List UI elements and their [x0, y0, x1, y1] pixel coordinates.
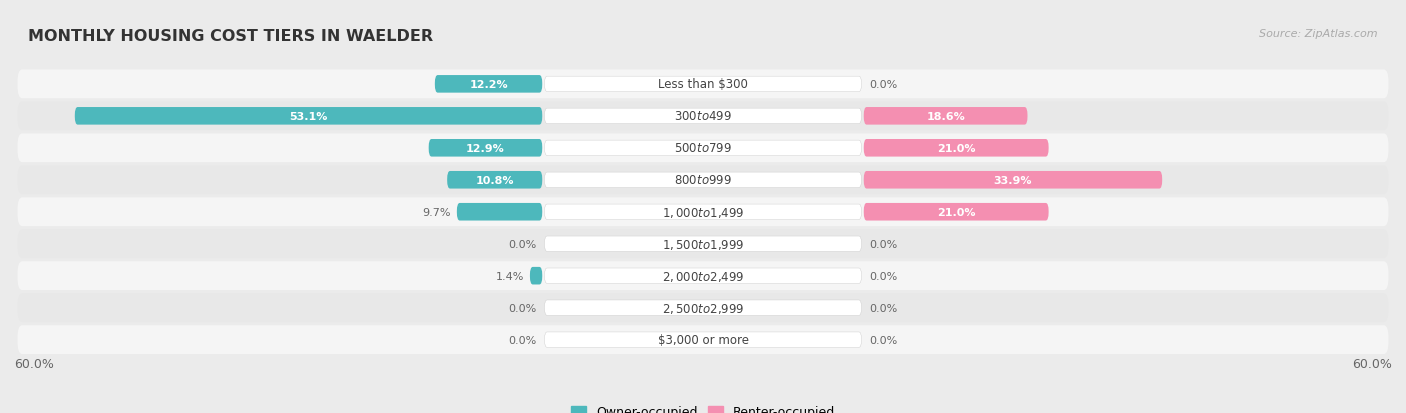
- FancyBboxPatch shape: [17, 166, 1389, 195]
- Text: Source: ZipAtlas.com: Source: ZipAtlas.com: [1260, 29, 1378, 39]
- Text: $1,500 to $1,999: $1,500 to $1,999: [662, 237, 744, 251]
- FancyBboxPatch shape: [17, 134, 1389, 163]
- FancyBboxPatch shape: [863, 108, 1028, 125]
- Text: $300 to $499: $300 to $499: [673, 110, 733, 123]
- Text: 10.8%: 10.8%: [475, 176, 515, 185]
- FancyBboxPatch shape: [17, 70, 1389, 99]
- Legend: Owner-occupied, Renter-occupied: Owner-occupied, Renter-occupied: [567, 401, 839, 413]
- Text: 60.0%: 60.0%: [14, 357, 53, 370]
- FancyBboxPatch shape: [544, 300, 862, 316]
- Text: $2,000 to $2,499: $2,000 to $2,499: [662, 269, 744, 283]
- FancyBboxPatch shape: [429, 140, 543, 157]
- FancyBboxPatch shape: [544, 268, 862, 284]
- Text: 0.0%: 0.0%: [869, 80, 898, 90]
- Text: $500 to $799: $500 to $799: [673, 142, 733, 155]
- FancyBboxPatch shape: [544, 204, 862, 220]
- FancyBboxPatch shape: [17, 102, 1389, 131]
- Text: 18.6%: 18.6%: [927, 112, 965, 121]
- FancyBboxPatch shape: [17, 294, 1389, 322]
- Text: $3,000 or more: $3,000 or more: [658, 333, 748, 346]
- Text: 0.0%: 0.0%: [508, 239, 537, 249]
- FancyBboxPatch shape: [863, 140, 1049, 157]
- Text: $2,500 to $2,999: $2,500 to $2,999: [662, 301, 744, 315]
- Text: 0.0%: 0.0%: [869, 303, 898, 313]
- Text: 9.7%: 9.7%: [423, 207, 451, 217]
- FancyBboxPatch shape: [530, 267, 543, 285]
- Text: 0.0%: 0.0%: [869, 335, 898, 345]
- Text: 33.9%: 33.9%: [994, 176, 1032, 185]
- FancyBboxPatch shape: [17, 198, 1389, 227]
- Text: 0.0%: 0.0%: [508, 335, 537, 345]
- FancyBboxPatch shape: [17, 262, 1389, 290]
- Text: 53.1%: 53.1%: [290, 112, 328, 121]
- FancyBboxPatch shape: [544, 332, 862, 347]
- FancyBboxPatch shape: [544, 237, 862, 252]
- FancyBboxPatch shape: [544, 141, 862, 156]
- Text: MONTHLY HOUSING COST TIERS IN WAELDER: MONTHLY HOUSING COST TIERS IN WAELDER: [28, 29, 433, 44]
- Text: Less than $300: Less than $300: [658, 78, 748, 91]
- FancyBboxPatch shape: [863, 204, 1049, 221]
- FancyBboxPatch shape: [544, 173, 862, 188]
- Text: 0.0%: 0.0%: [869, 271, 898, 281]
- Text: $1,000 to $1,499: $1,000 to $1,499: [662, 205, 744, 219]
- FancyBboxPatch shape: [75, 108, 543, 125]
- FancyBboxPatch shape: [863, 171, 1163, 189]
- Text: $800 to $999: $800 to $999: [673, 174, 733, 187]
- FancyBboxPatch shape: [457, 204, 543, 221]
- Text: 1.4%: 1.4%: [496, 271, 524, 281]
- Text: 12.9%: 12.9%: [467, 143, 505, 153]
- Text: 12.2%: 12.2%: [470, 80, 508, 90]
- FancyBboxPatch shape: [544, 109, 862, 124]
- Text: 0.0%: 0.0%: [508, 303, 537, 313]
- Text: 21.0%: 21.0%: [936, 207, 976, 217]
- FancyBboxPatch shape: [544, 77, 862, 92]
- FancyBboxPatch shape: [447, 171, 543, 189]
- Text: 60.0%: 60.0%: [1353, 357, 1392, 370]
- FancyBboxPatch shape: [17, 230, 1389, 259]
- FancyBboxPatch shape: [434, 76, 543, 93]
- Text: 0.0%: 0.0%: [869, 239, 898, 249]
- Text: 21.0%: 21.0%: [936, 143, 976, 153]
- FancyBboxPatch shape: [17, 325, 1389, 354]
